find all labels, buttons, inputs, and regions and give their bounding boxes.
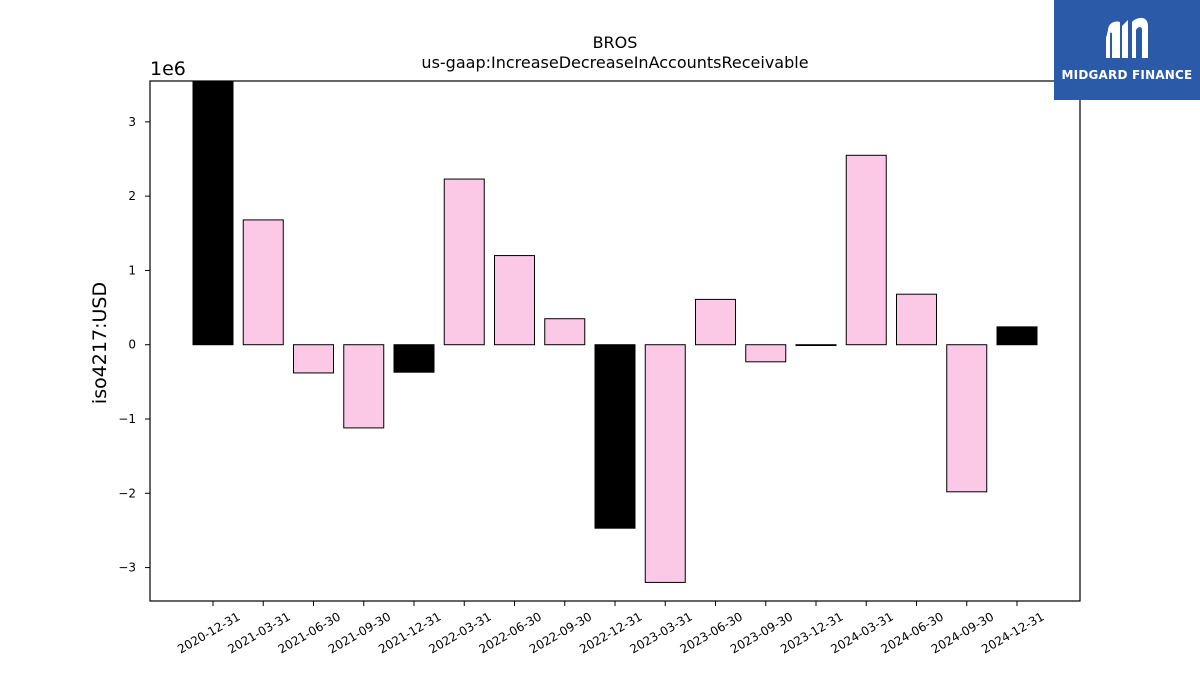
logo-text: MIDGARD FINANCE	[1061, 68, 1193, 82]
y-tick-label: −3	[118, 561, 136, 575]
bar-2020-12-31	[192, 81, 234, 346]
bar-2023-03-31	[644, 344, 686, 583]
bar-2022-12-31	[594, 344, 636, 529]
plot-frame	[149, 80, 1081, 602]
midgard-finance-logo: MIDGARD FINANCE	[1054, 0, 1200, 100]
bar-2021-06-30	[293, 344, 334, 374]
y-tick-label: 2	[128, 189, 136, 203]
y-tick-label: −1	[118, 412, 136, 426]
bar-2023-09-30	[745, 344, 787, 363]
bar-2023-12-31	[795, 344, 837, 347]
bar-2022-03-31	[443, 178, 485, 346]
midgard-logo-icon	[1106, 17, 1148, 58]
bar-2021-09-30	[343, 344, 385, 429]
y-tick-label: −2	[118, 486, 136, 500]
bar-2021-12-31	[393, 344, 435, 373]
bar-2023-06-30	[695, 298, 736, 346]
y-tick-label: 1	[128, 263, 136, 277]
bar-2024-12-31	[996, 326, 1038, 346]
bar-2022-06-30	[494, 255, 535, 346]
bar-2022-09-30	[544, 318, 586, 346]
y-axis-label: iso4217:USD	[89, 282, 111, 404]
y-tick-label: 0	[128, 338, 136, 352]
scale-label: 1e6	[150, 58, 186, 80]
y-tick-label: 3	[128, 115, 136, 129]
chart-subtitle: us-gaap:IncreaseDecreaseInAccountsReceiv…	[421, 53, 808, 72]
bar-2024-09-30	[946, 344, 988, 493]
bar-2021-03-31	[242, 219, 284, 346]
chart-title: BROS	[593, 33, 638, 52]
bar-2024-03-31	[845, 154, 887, 346]
bar-2024-06-30	[896, 293, 937, 346]
